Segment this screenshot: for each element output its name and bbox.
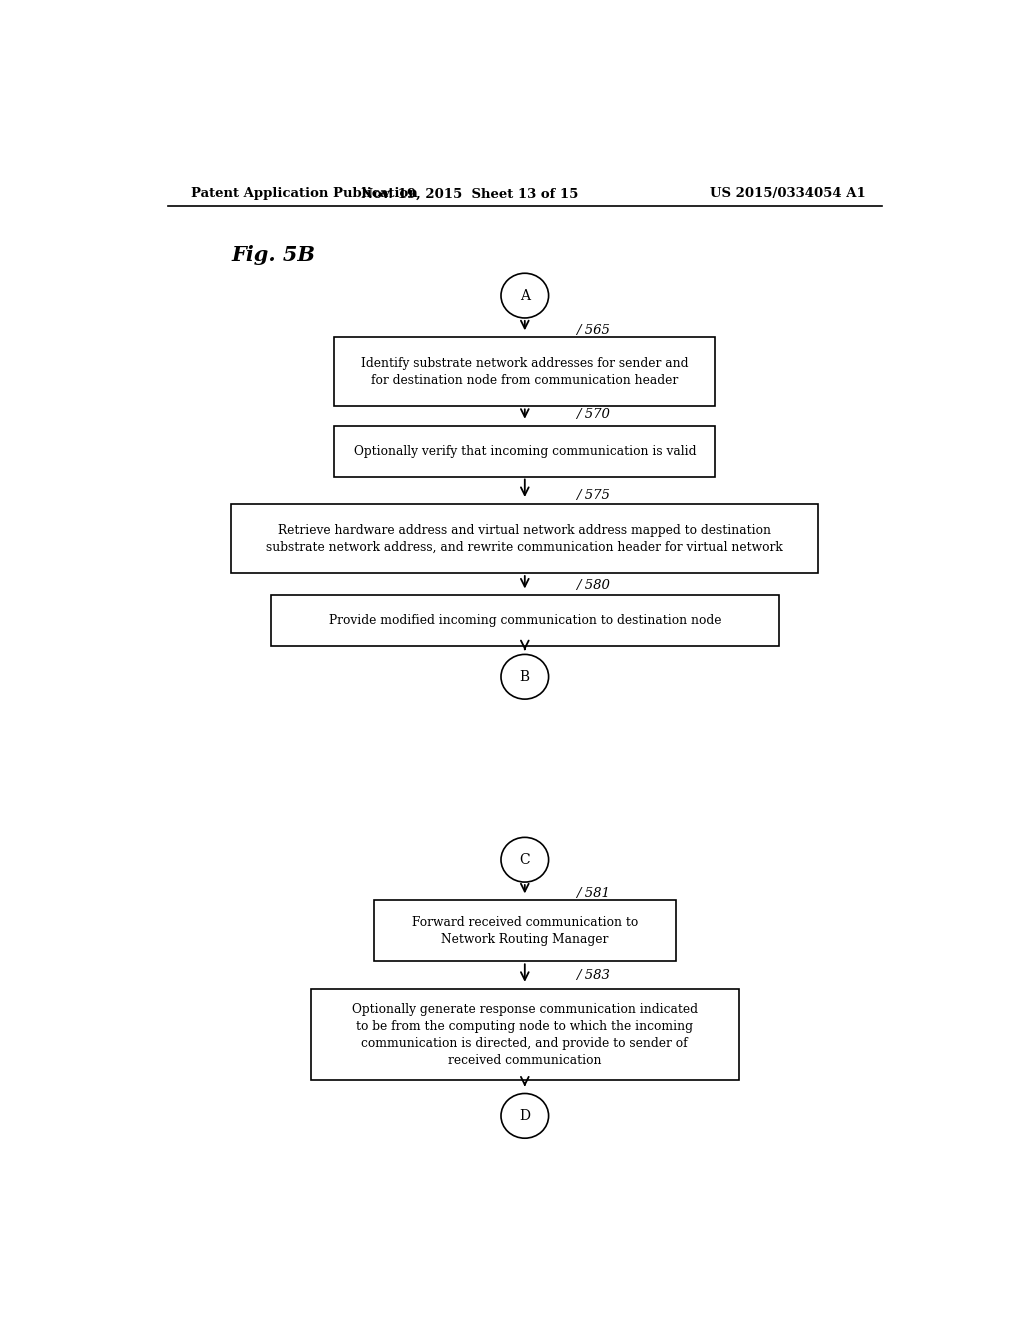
Text: Identify substrate network addresses for sender and
for destination node from co: Identify substrate network addresses for… (361, 356, 688, 387)
Text: Retrieve hardware address and virtual network address mapped to destination
subs: Retrieve hardware address and virtual ne… (266, 524, 783, 553)
Bar (310, 989, 739, 1080)
Bar (270, 595, 779, 647)
Text: C: C (519, 853, 530, 867)
Text: Provide modified incoming communication to destination node: Provide modified incoming communication … (329, 614, 721, 627)
Text: / 570: / 570 (577, 408, 610, 421)
Text: A: A (520, 289, 529, 302)
Bar (334, 426, 715, 477)
Text: B: B (520, 669, 529, 684)
Text: Optionally generate response communication indicated
to be from the computing no: Optionally generate response communicati… (352, 1002, 697, 1067)
Text: / 580: / 580 (577, 578, 610, 591)
Text: / 583: / 583 (577, 969, 610, 982)
Text: Forward received communication to
Network Routing Manager: Forward received communication to Networ… (412, 916, 638, 946)
Bar (374, 900, 676, 961)
Bar (334, 338, 715, 407)
Text: Nov. 19, 2015  Sheet 13 of 15: Nov. 19, 2015 Sheet 13 of 15 (360, 187, 578, 201)
Text: Patent Application Publication: Patent Application Publication (191, 187, 418, 201)
Text: / 581: / 581 (577, 887, 610, 900)
Text: / 575: / 575 (577, 490, 610, 503)
Bar (231, 504, 818, 573)
Text: D: D (519, 1109, 530, 1123)
Text: Fig. 5B: Fig. 5B (231, 246, 315, 265)
Text: Optionally verify that incoming communication is valid: Optionally verify that incoming communic… (353, 445, 696, 458)
Text: US 2015/0334054 A1: US 2015/0334054 A1 (711, 187, 866, 201)
Text: / 565: / 565 (577, 323, 610, 337)
